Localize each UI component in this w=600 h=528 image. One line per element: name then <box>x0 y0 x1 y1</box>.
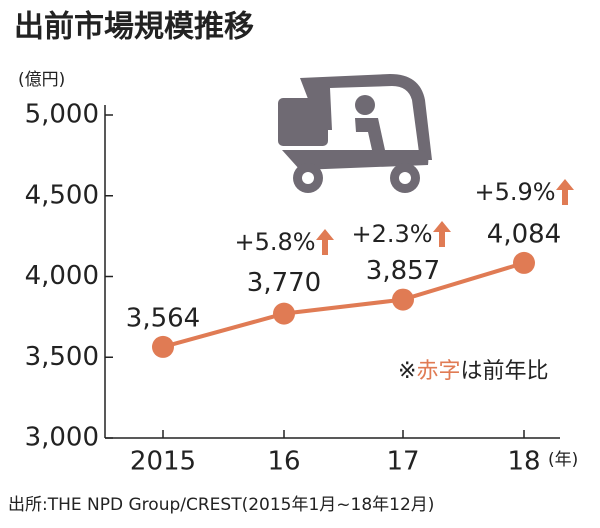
note-red: 赤字 <box>416 359 460 384</box>
x-tick-label: 17 <box>386 447 419 477</box>
note-rest: は前年比 <box>460 359 548 384</box>
value-label: 3,857 <box>366 256 440 286</box>
value-label: 4,084 <box>487 219 561 249</box>
growth-label: +5.9% <box>474 178 555 206</box>
y-tick-label: 5,000 <box>25 100 99 130</box>
growth-arrow <box>433 221 451 247</box>
y-tick-label: 3,000 <box>25 423 99 453</box>
y-unit: (億円) <box>18 70 65 90</box>
point <box>273 302 295 325</box>
chart-title: 出前市場規模推移 <box>14 10 254 45</box>
growth-arrow <box>556 179 574 205</box>
line <box>162 261 525 349</box>
note: ※赤字は前年比 <box>398 359 548 384</box>
x-tick-label: 16 <box>267 447 300 477</box>
x-tick-label: 18 <box>507 447 540 477</box>
y-tick-label: 3,500 <box>25 342 99 372</box>
growth-arrow <box>316 229 334 255</box>
source: 出所:THE NPD Group/CREST(2015年1月~18年12月) <box>8 495 434 515</box>
value-label: 3,564 <box>126 303 200 333</box>
growth-label: +5.8% <box>234 228 315 256</box>
growth-label: +2.3% <box>351 220 432 248</box>
x-unit: (年) <box>548 450 578 470</box>
point <box>513 251 535 274</box>
delivery-icon <box>278 74 432 193</box>
y-tick-label: 4,000 <box>25 261 99 291</box>
point <box>152 335 174 358</box>
x-tick-label: 2015 <box>130 447 196 477</box>
point <box>392 288 414 311</box>
note-mark: ※ <box>398 359 416 384</box>
value-label: 3,770 <box>247 268 321 298</box>
y-tick-label: 4,500 <box>25 180 99 210</box>
